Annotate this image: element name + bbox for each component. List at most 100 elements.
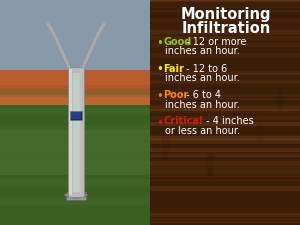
Bar — [150, 118, 300, 120]
Bar — [0, 161, 150, 169]
Bar — [0, 197, 150, 205]
Bar — [0, 130, 150, 175]
Bar — [150, 73, 300, 74]
Bar — [150, 24, 300, 27]
Bar — [150, 170, 300, 174]
Bar — [69, 69, 72, 195]
Text: Poor: Poor — [163, 90, 188, 100]
Ellipse shape — [256, 119, 264, 144]
Bar — [150, 169, 300, 171]
Bar — [150, 34, 300, 35]
Bar — [150, 148, 300, 152]
Bar — [150, 139, 300, 142]
Bar — [150, 186, 300, 189]
Bar — [150, 186, 300, 191]
Bar — [150, 201, 300, 203]
Bar — [150, 0, 300, 1]
Bar — [150, 20, 300, 23]
Text: Monitoring: Monitoring — [181, 7, 271, 22]
Text: •: • — [156, 90, 163, 103]
Bar — [150, 18, 300, 22]
Bar — [66, 192, 86, 200]
Bar — [71, 112, 81, 119]
Text: inches an hour.: inches an hour. — [165, 99, 240, 110]
Bar — [150, 110, 300, 113]
Bar — [0, 0, 150, 70]
Bar — [150, 0, 300, 225]
Bar — [150, 25, 300, 29]
Bar — [150, 0, 300, 2]
Bar — [150, 125, 300, 126]
Bar — [150, 213, 300, 215]
Text: •: • — [156, 63, 163, 76]
Bar — [80, 69, 82, 195]
Bar — [150, 3, 300, 5]
Ellipse shape — [206, 152, 214, 177]
Bar — [150, 189, 300, 191]
Bar — [150, 80, 300, 85]
Bar — [0, 50, 150, 105]
Bar — [150, 211, 300, 212]
Bar — [0, 85, 150, 225]
Bar — [150, 3, 300, 7]
Text: inches an hour.: inches an hour. — [165, 47, 240, 56]
Bar — [150, 161, 300, 162]
Bar — [150, 68, 300, 69]
Bar — [150, 94, 300, 97]
Bar — [150, 30, 300, 34]
Bar — [150, 100, 300, 103]
Bar — [150, 14, 300, 19]
Bar — [150, 109, 300, 111]
Bar — [70, 111, 82, 120]
Bar — [150, 79, 300, 83]
Bar — [72, 72, 80, 192]
Bar — [0, 107, 150, 115]
Bar — [150, 136, 300, 140]
Text: or less an hour.: or less an hour. — [165, 126, 240, 136]
Bar — [150, 116, 300, 120]
Bar — [0, 125, 150, 133]
Bar — [150, 153, 300, 158]
Bar — [150, 179, 300, 182]
Bar — [150, 214, 300, 217]
Bar — [150, 175, 300, 177]
Bar — [150, 43, 300, 46]
Bar — [150, 85, 300, 89]
Text: - 12 to 6: - 12 to 6 — [183, 63, 227, 74]
Bar — [150, 89, 300, 92]
Bar — [150, 191, 300, 192]
Bar — [150, 156, 300, 157]
Bar — [150, 221, 300, 224]
Bar — [150, 186, 300, 190]
Bar — [68, 67, 84, 197]
Bar — [150, 46, 300, 50]
Text: •: • — [156, 37, 163, 50]
Bar — [150, 109, 300, 110]
Bar — [150, 176, 300, 180]
Bar — [150, 202, 300, 205]
Ellipse shape — [161, 132, 169, 157]
Text: •: • — [156, 117, 163, 130]
Bar — [150, 135, 300, 138]
Bar — [150, 122, 300, 125]
Text: Fair: Fair — [163, 63, 184, 74]
Bar — [150, 43, 300, 47]
Text: - 12 or more: - 12 or more — [183, 37, 246, 47]
Bar — [150, 106, 300, 109]
Bar — [150, 132, 300, 135]
Bar — [150, 36, 300, 40]
Bar — [150, 139, 300, 144]
Text: Critical: Critical — [163, 117, 202, 126]
Bar — [150, 98, 300, 101]
Text: inches an hour.: inches an hour. — [165, 73, 240, 83]
Bar — [150, 36, 300, 38]
Bar — [150, 176, 300, 177]
Text: - 4 inches: - 4 inches — [203, 117, 254, 126]
Bar — [150, 10, 300, 12]
Text: Infiltration: Infiltration — [182, 21, 271, 36]
Bar — [150, 109, 300, 111]
Bar — [0, 89, 150, 97]
Ellipse shape — [276, 87, 284, 112]
Bar — [150, 53, 300, 58]
Bar — [150, 83, 300, 87]
